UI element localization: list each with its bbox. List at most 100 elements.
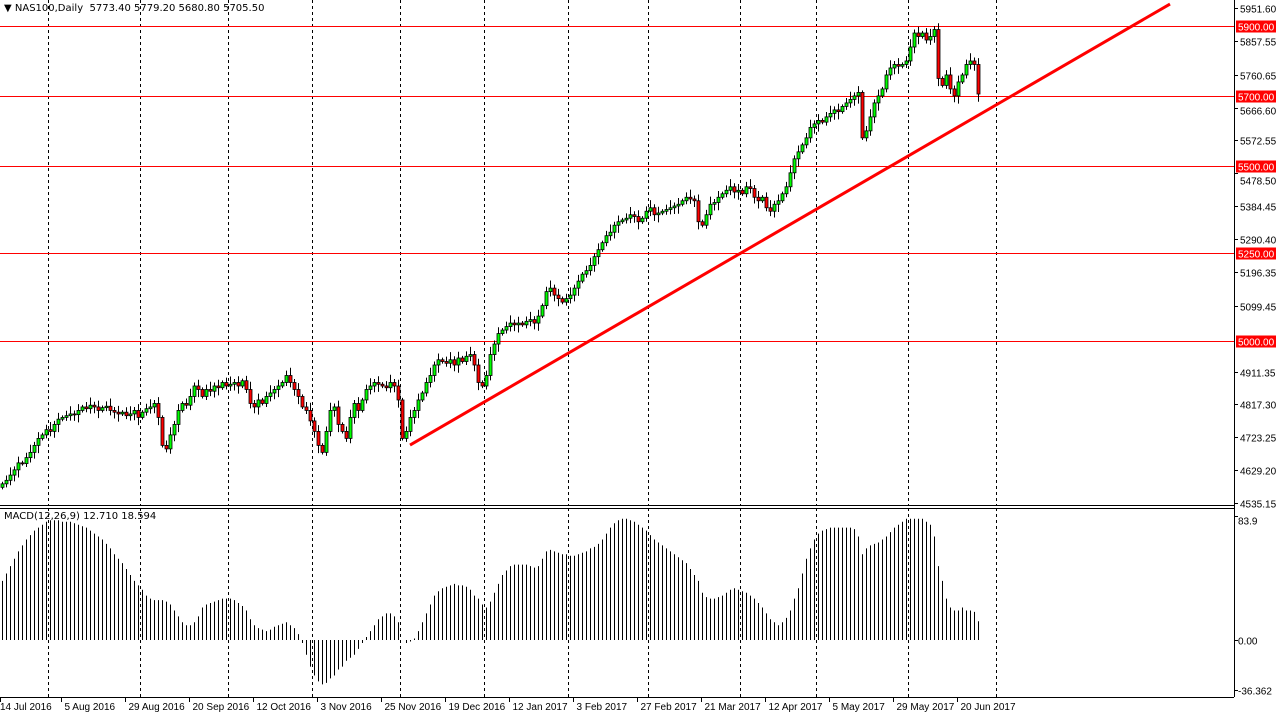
bull-candle — [284, 375, 289, 383]
bull-candle — [168, 434, 173, 450]
bull-candle — [932, 29, 937, 37]
bull-candle — [848, 99, 853, 104]
bear-candle — [336, 406, 341, 425]
price-tick-label: 5951.60 — [1240, 5, 1277, 16]
bull-candle — [352, 403, 357, 418]
bear-candle — [244, 380, 249, 390]
bull-candle — [372, 382, 377, 387]
bull-candle — [120, 411, 125, 415]
bear-candle — [512, 322, 517, 326]
bear-candle — [460, 357, 465, 362]
bull-candle — [436, 359, 441, 366]
bear-candle — [400, 399, 405, 439]
bull-candle — [644, 210, 649, 219]
bear-candle — [160, 417, 165, 446]
price-tick-label: 5290.40 — [1240, 236, 1277, 247]
bull-candle — [360, 399, 365, 411]
bull-candle — [192, 385, 197, 397]
bull-candle — [580, 273, 585, 282]
bull-candle — [508, 322, 513, 327]
bull-candle — [600, 242, 605, 251]
price-tick-label: 5196.35 — [1240, 269, 1277, 280]
bull-candle — [844, 102, 849, 107]
bull-candle — [596, 249, 601, 258]
bear-candle — [108, 405, 113, 411]
bull-candle — [784, 186, 789, 195]
bull-candle — [228, 383, 233, 387]
bull-candle — [908, 46, 913, 62]
level-label: 5250.00 — [1238, 250, 1275, 261]
time-axis: 14 Jul 2016 5 Aug 2016 29 Aug 2016 20 Sep 2… — [0, 697, 1016, 713]
bull-candle — [944, 74, 949, 86]
bull-candle — [620, 219, 625, 223]
time-tick-label: 12 Jan 2017 — [513, 702, 568, 713]
bull-candle — [880, 88, 885, 97]
bull-candle — [464, 355, 469, 362]
bull-candle — [704, 214, 709, 226]
bear-candle — [768, 207, 773, 212]
bear-candle — [820, 119, 825, 123]
bear-candle — [48, 429, 53, 432]
macd-histogram — [2, 518, 979, 685]
bull-candle — [240, 380, 245, 387]
bear-candle — [972, 60, 977, 65]
bull-candle — [488, 354, 493, 376]
bull-candle — [500, 329, 505, 334]
trendline-line[interactable] — [409, 2, 1171, 447]
price-tick-label: 5857.55 — [1240, 38, 1277, 49]
bull-candle — [44, 429, 49, 436]
bull-candle — [404, 431, 409, 439]
bear-candle — [700, 221, 705, 226]
bear-candle — [200, 389, 205, 397]
bull-candle — [792, 158, 797, 174]
bull-candle — [408, 417, 413, 432]
bull-candle — [536, 315, 541, 324]
bear-candle — [288, 375, 293, 383]
time-tick-label: 20 Jun 2017 — [961, 702, 1016, 713]
candlesticks — [0, 23, 981, 490]
bear-candle — [216, 385, 221, 389]
bull-candle — [660, 210, 665, 214]
price-tick-label: 5384.45 — [1240, 203, 1277, 214]
symbol-label: NAS100,Daily — [14, 3, 84, 14]
bull-candle — [524, 320, 529, 326]
bull-candle — [128, 413, 133, 417]
price-axis: 5951.60 5857.55 5760.65 5666.60 5572.55 5478.… — [1234, 5, 1277, 511]
bear-candle — [976, 64, 981, 95]
bull-candle — [256, 399, 261, 408]
bull-candle — [892, 64, 897, 69]
bull-candle — [40, 434, 45, 439]
bull-candle — [624, 217, 629, 221]
bear-candle — [632, 214, 637, 217]
bull-candle — [504, 326, 509, 331]
bear-candle — [552, 287, 557, 296]
bull-candle — [828, 112, 833, 118]
bear-candle — [384, 385, 389, 389]
bull-candle — [720, 193, 725, 198]
bull-candle — [608, 231, 613, 237]
level-label: 5500.00 — [1238, 163, 1275, 174]
bear-candle — [440, 359, 445, 362]
bear-candle — [688, 196, 693, 200]
bull-candle — [368, 385, 373, 390]
horizontal-levels[interactable] — [0, 26, 1234, 342]
bull-candle — [172, 424, 177, 436]
trendline[interactable] — [409, 2, 1171, 447]
bear-candle — [756, 196, 761, 202]
bear-candle — [260, 399, 265, 404]
bull-candle — [204, 389, 209, 397]
bull-candle — [100, 407, 105, 411]
bull-candle — [800, 144, 805, 153]
bear-candle — [696, 200, 701, 223]
bear-candle — [156, 403, 161, 418]
time-tick-label: 29 May 2017 — [897, 702, 955, 713]
collapse-triangle-icon[interactable]: ▼ — [4, 3, 15, 14]
bull-candle — [684, 196, 689, 202]
level-label: 5000.00 — [1238, 338, 1275, 349]
bull-candle — [776, 200, 781, 205]
bear-candle — [752, 188, 757, 198]
bull-candle — [12, 469, 17, 476]
bear-candle — [860, 92, 865, 139]
bull-candle — [8, 474, 13, 481]
